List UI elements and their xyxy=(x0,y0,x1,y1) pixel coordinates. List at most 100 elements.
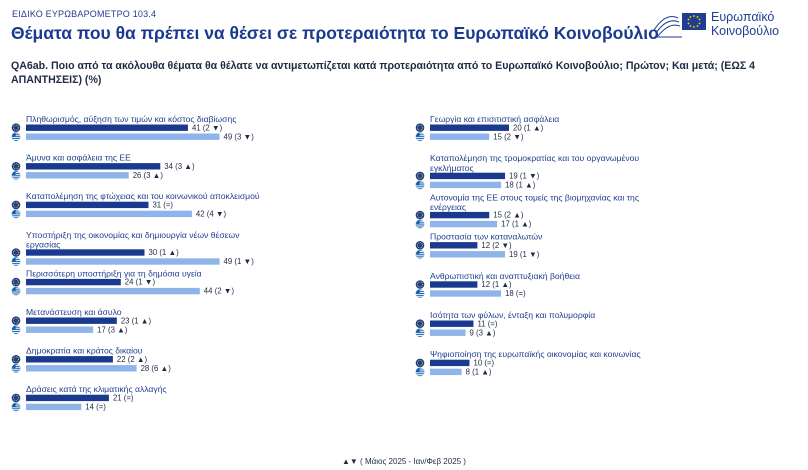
greece-flag-outline xyxy=(11,170,21,180)
data-label-eu: 31 (=) xyxy=(152,201,173,210)
greece-flag-outline xyxy=(11,402,21,412)
bar-eu xyxy=(26,317,117,324)
greece-flag-icon xyxy=(11,363,21,373)
greece-flag-icon xyxy=(415,249,425,259)
greece-flag-stripe xyxy=(415,221,425,223)
greece-flag-icon xyxy=(415,132,425,142)
eu-flag-circle xyxy=(415,319,425,329)
eu-flag-stars xyxy=(12,163,19,170)
greece-flag-stripe xyxy=(11,257,21,259)
greece-flag-canton xyxy=(415,367,420,372)
bar-eu xyxy=(26,163,161,170)
category-label: Γεωργία και επισιτιστική ασφάλεια xyxy=(430,114,559,124)
bar-greece xyxy=(430,133,490,140)
data-label-greece: 9 (3 ▲) xyxy=(470,328,496,337)
greece-flag-canton xyxy=(415,219,420,224)
greece-flag-icon xyxy=(11,325,21,335)
bar-greece xyxy=(26,287,200,295)
eu-flag-circle xyxy=(11,277,21,287)
bar-greece xyxy=(430,220,498,228)
eu-flag-circle xyxy=(415,123,425,132)
greece-flag-stripe xyxy=(415,255,425,257)
chart-item-1-3: Καταπολέμηση της φτώχειας και του κοινων… xyxy=(11,191,260,219)
greece-flag-stripe xyxy=(11,211,21,213)
eu-flag-circle xyxy=(11,200,21,210)
chart-item-2-7: Ψηφιοποίηση της ευρωπαϊκής οικονομίας κα… xyxy=(415,349,641,377)
greece-flag-stripe xyxy=(415,293,425,294)
eu-flag-icon xyxy=(415,241,425,250)
greece-flag-stripe xyxy=(415,186,425,188)
greece-flag-stripe xyxy=(11,136,21,138)
category-label: Ισότητα των φύλων, ένταξη και πολυμορφία xyxy=(430,310,595,320)
greece-flag-stripe xyxy=(11,292,21,294)
greece-flag-outline xyxy=(415,219,425,229)
greece-flag-stripe xyxy=(11,333,21,334)
greece-flag-body xyxy=(11,364,21,373)
bar-eu xyxy=(430,281,478,288)
data-label-eu: 21 (=) xyxy=(113,394,134,403)
greece-flag-stripe xyxy=(11,174,21,176)
greece-flag-stripe xyxy=(415,375,425,377)
bar-greece xyxy=(26,326,94,333)
bar-greece xyxy=(430,329,466,336)
greece-flag-body xyxy=(11,402,21,412)
data-label-greece: 42 (4 ▼) xyxy=(196,210,227,219)
greece-flag-canton xyxy=(415,132,420,137)
bar-eu xyxy=(26,124,188,131)
greece-flag-stripe xyxy=(415,332,425,334)
european-parliament-logo: Ευρωπαϊκό Κοινοβούλιο xyxy=(652,8,802,40)
bar-eu xyxy=(430,172,506,180)
chart-item-2-6: Ισότητα των φύλων, ένταξη και πολυμορφία… xyxy=(415,310,595,337)
greece-flag-body xyxy=(11,171,21,180)
category-label: Ανθρωπιστική και αναπτυξιακή βοήθεια xyxy=(430,271,580,281)
greece-flag-stripe xyxy=(415,182,425,184)
greece-flag-outline xyxy=(415,367,425,377)
category-label: Άμυνα και ασφάλεια της ΕΕ xyxy=(26,153,131,163)
greece-flag-stripe xyxy=(415,225,425,227)
eu-flag-icon xyxy=(11,393,21,403)
eu-flag-stars xyxy=(12,124,19,131)
eu-flag-icon xyxy=(415,210,425,220)
greece-flag-stripe xyxy=(11,327,21,329)
greece-flag-canton xyxy=(415,250,420,254)
greece-flag-stripe xyxy=(415,251,425,253)
greece-flag-icon xyxy=(415,180,425,190)
category-label: Ψηφιοποίηση της ευρωπαϊκής οικονομίας κα… xyxy=(430,349,641,359)
greece-flag-body xyxy=(11,286,21,296)
greece-flag-icon xyxy=(415,288,425,299)
data-label-eu: 12 (1 ▲) xyxy=(481,280,512,289)
category-label: εγκλήματος xyxy=(430,163,474,173)
greece-flag-stripe xyxy=(11,367,21,369)
greece-flag-body xyxy=(11,209,21,219)
greece-flag-stripe xyxy=(415,334,425,336)
data-label-greece: 14 (=) xyxy=(85,403,106,412)
eu-flag-stars xyxy=(416,212,423,219)
greece-flag-canton xyxy=(11,171,16,175)
greece-flag-body xyxy=(11,132,21,141)
data-label-greece: 28 (6 ▲) xyxy=(141,364,172,373)
page-title: Θέματα που θα πρέπει να θέσει σε προτερα… xyxy=(11,23,659,43)
greece-flag-stripe xyxy=(415,219,425,221)
eu-flag-icon xyxy=(415,123,425,132)
eu-flag-stars xyxy=(416,320,423,327)
category-label: ενέργειας xyxy=(430,202,466,212)
survey-label: ΕΙΔΙΚΟ ΕΥΡΩΒΑΡΟΜΕΤΡΟ 103.4 xyxy=(12,9,157,19)
bar-eu xyxy=(430,320,474,327)
eu-flag-icon xyxy=(415,171,425,181)
eu-flag-icon xyxy=(11,248,21,257)
eu-flag-circle xyxy=(415,241,425,250)
greece-flag-outline xyxy=(415,180,425,190)
eu-flag-icon xyxy=(11,316,21,326)
bar-greece xyxy=(430,251,506,258)
greece-flag-outline xyxy=(11,256,21,267)
data-label-greece: 15 (2 ▼) xyxy=(493,132,524,141)
greece-flag-icon xyxy=(415,219,425,229)
data-label-eu: 11 (=) xyxy=(477,319,497,328)
bar-greece xyxy=(26,365,137,372)
greece-flag-stripe xyxy=(415,227,425,229)
greece-flag-stripe xyxy=(415,336,425,337)
category-label: Υποστήριξη της οικονομίας και δημιουργία… xyxy=(26,230,240,240)
data-label-greece: 49 (1 ▼) xyxy=(224,257,255,266)
greece-flag-stripe xyxy=(11,331,21,333)
